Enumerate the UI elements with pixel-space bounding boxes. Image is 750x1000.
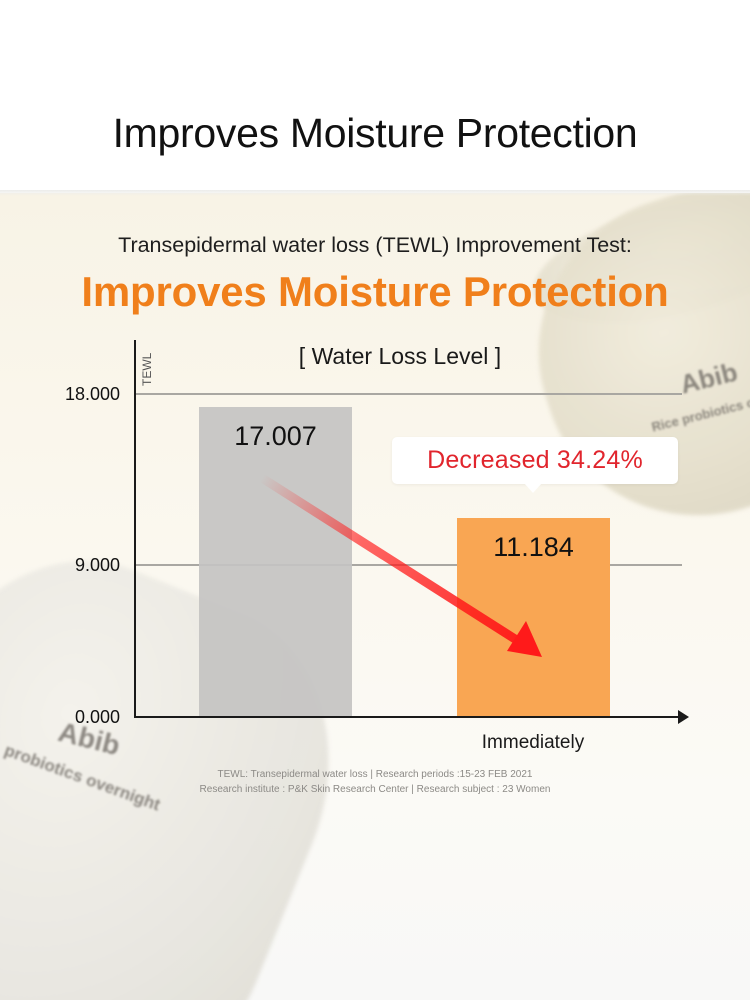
decrease-callout-text: Decreased 34.24% xyxy=(427,446,643,474)
y-tick-0: 0.000 xyxy=(74,707,120,727)
test-subtitle: Transepidermal water loss (TEWL) Improve… xyxy=(118,233,632,257)
bar-before: 17.007 xyxy=(199,407,352,717)
product-background: Abib Rice probiotics ov... Abib probioti… xyxy=(0,193,750,1000)
y-tick-9: 9.000 xyxy=(74,555,120,575)
headline: Improves Moisture Protection xyxy=(81,268,669,315)
footnote-line-2: Research institute : P&K Skin Research C… xyxy=(199,784,551,795)
top-banner: Improves Moisture Protection xyxy=(0,0,750,193)
y-axis xyxy=(134,340,136,718)
x-axis xyxy=(134,716,680,718)
y-tick-18: 18.000 xyxy=(64,384,120,404)
gridline-18 xyxy=(136,393,682,395)
decrease-callout: Decreased 34.24% xyxy=(392,437,678,484)
x-tick-immediately: Immediately xyxy=(481,732,585,753)
bar-immediately-value: 11.184 xyxy=(493,532,574,562)
footnote-line-1: TEWL: Transepidermal water loss | Resear… xyxy=(217,769,533,780)
bar-before-value: 17.007 xyxy=(234,421,317,451)
x-axis-arrowhead-icon xyxy=(678,710,689,724)
banner-divider xyxy=(0,190,750,196)
callout-pointer xyxy=(524,483,542,493)
banner-title: Improves Moisture Protection xyxy=(112,110,638,156)
chart-title: [ Water Loss Level ] xyxy=(298,343,502,369)
gridline-9 xyxy=(136,564,682,566)
